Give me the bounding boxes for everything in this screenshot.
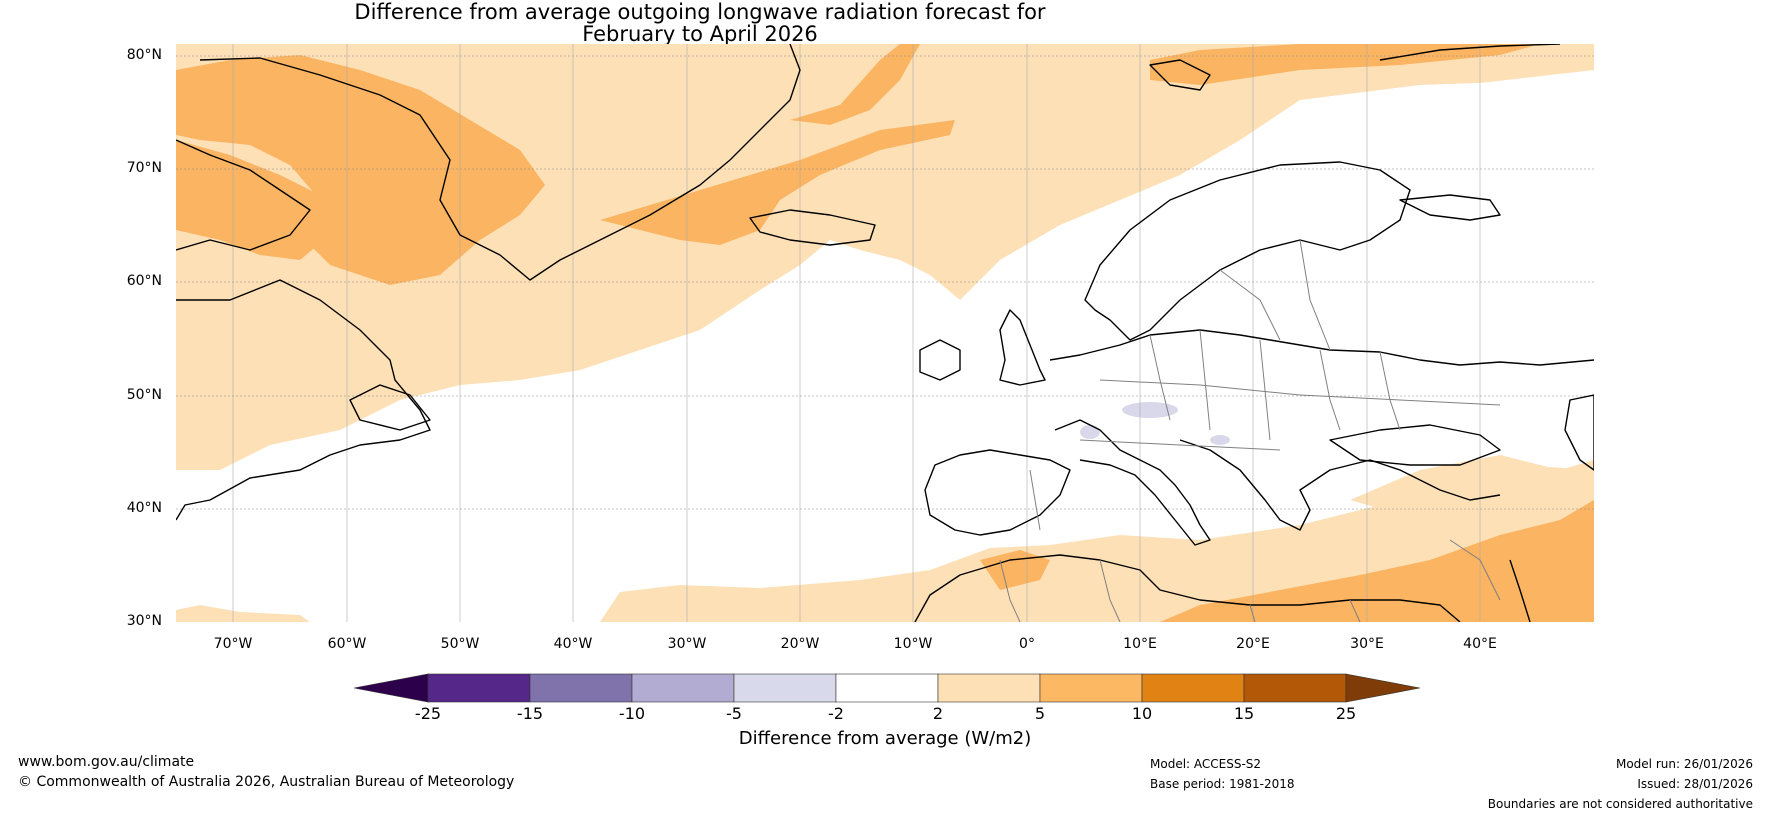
coast-iberia	[924, 449, 1071, 536]
coast-kola	[1399, 194, 1501, 221]
footer-disclaimer: Boundaries are not considered authoritat…	[1487, 797, 1753, 811]
coast-caspian	[1564, 394, 1594, 471]
lon-label: 10°W	[893, 636, 933, 652]
lon-label: 30°E	[1350, 636, 1384, 652]
footer-website[interactable]: www.bom.gov.au/climate	[18, 754, 195, 770]
coast-britain	[999, 309, 1046, 386]
lon-label: 40°W	[553, 636, 593, 652]
colorbar-segment	[733, 673, 837, 703]
map-plot-area	[176, 44, 1594, 622]
colorbar-segment	[937, 673, 1041, 703]
anomaly-orange-greenland	[176, 55, 545, 285]
colorbar-segment	[427, 673, 531, 703]
lon-label: 20°W	[780, 636, 820, 652]
colorbar-segment	[1141, 673, 1245, 703]
latitude-gridlines	[176, 55, 1594, 510]
coast-baffin	[176, 139, 311, 251]
footer-base-period: Base period: 1981-2018	[1150, 777, 1295, 791]
coast-newfoundland	[349, 384, 431, 431]
anomaly-light-purple-adriatic	[1210, 435, 1230, 445]
anomaly-light-purple-france	[1080, 425, 1100, 439]
lon-label: 50°W	[440, 636, 480, 652]
colorbar-tick: -10	[618, 704, 646, 723]
lon-label: 0°	[1019, 636, 1035, 652]
anomaly-orange-svalbard	[1150, 44, 1540, 85]
colorbar-tick: -25	[414, 704, 442, 723]
colorbar-tick: 10	[1131, 704, 1153, 723]
colorbar-extend-low	[353, 673, 429, 703]
lon-label: 40°E	[1463, 636, 1497, 652]
country-borders	[999, 239, 1501, 622]
coast-north-africa	[914, 554, 1461, 622]
colorbar-segment	[1243, 673, 1347, 703]
colorbar-tick: 15	[1233, 704, 1255, 723]
coast-ireland	[919, 339, 961, 381]
anomaly-light-orange-southwest	[176, 605, 310, 622]
map-title-line2: February to April 2026	[582, 22, 818, 46]
anomaly-orange-africa-east	[1160, 500, 1594, 622]
footer-model-run: Model run: 26/01/2026	[1615, 757, 1753, 771]
colorbar-tick: -15	[516, 704, 544, 723]
coast-svalbard	[1149, 59, 1211, 91]
lon-label: 70°W	[213, 636, 253, 652]
coast-novaya	[1379, 44, 1561, 61]
anomaly-neutral-barents	[1240, 80, 1594, 160]
colorbar-tick: 25	[1335, 704, 1357, 723]
footer-copyright: © Commonwealth of Australia 2026, Austra…	[18, 774, 515, 790]
colorbar-tick: 2	[932, 704, 944, 723]
coast-mainland-europe	[1049, 329, 1594, 366]
lat-label: 60°N	[126, 273, 162, 289]
anomaly-light-orange-turkey	[1350, 455, 1594, 520]
coast-iceland	[749, 209, 876, 246]
colorbar-label: Difference from average (W/m2)	[738, 728, 1032, 749]
colorbar-segment	[631, 673, 735, 703]
colorbar-segment	[1039, 673, 1143, 703]
lat-label: 70°N	[126, 160, 162, 176]
anomaly-light-purple-alps	[1122, 402, 1178, 418]
colorbar-segment	[835, 673, 939, 703]
coast-black-sea	[1329, 424, 1501, 466]
lat-label: 30°N	[126, 613, 162, 629]
coast-balkans	[1179, 439, 1501, 531]
anomaly-orange-iceland	[600, 120, 955, 245]
colorbar-segment	[529, 673, 633, 703]
coast-france-italy	[1054, 419, 1211, 546]
anomaly-light-orange-north	[176, 44, 1594, 470]
lon-label: 20°E	[1236, 636, 1270, 652]
coast-levant	[1509, 559, 1531, 622]
lat-label: 40°N	[126, 500, 162, 516]
coastlines	[176, 44, 1594, 622]
lat-label: 50°N	[126, 387, 162, 403]
lon-label: 60°W	[327, 636, 367, 652]
anomaly-orange-northeast-greenland	[790, 44, 920, 125]
colorbar-tick: -2	[828, 704, 844, 723]
longitude-gridlines	[232, 44, 1481, 622]
coast-labrador	[176, 279, 431, 521]
map-title-line1: Difference from average outgoing longwav…	[354, 0, 1046, 24]
colorbar-tick: 5	[1034, 704, 1046, 723]
colorbar-tick: -5	[726, 704, 742, 723]
coast-greenland	[199, 44, 801, 281]
footer-model: Model: ACCESS-S2	[1150, 757, 1262, 771]
lat-label: 80°N	[126, 47, 162, 63]
anomaly-orange-sahara	[980, 550, 1050, 590]
colorbar-extend-high	[1345, 673, 1421, 703]
footer-issued: Issued: 28/01/2026	[1637, 777, 1753, 791]
coast-scandinavia	[1084, 161, 1411, 341]
colorbar	[353, 673, 1421, 703]
anomaly-orange-labrador	[176, 140, 330, 260]
lon-label: 10°E	[1123, 636, 1157, 652]
lon-label: 30°W	[667, 636, 707, 652]
